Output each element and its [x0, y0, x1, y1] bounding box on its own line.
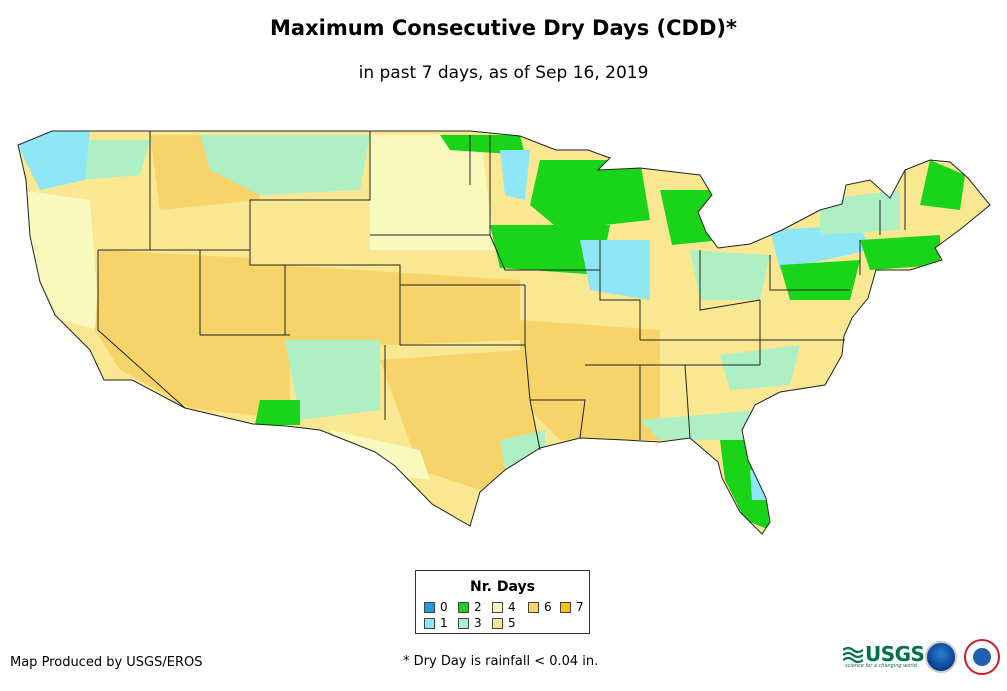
legend-swatch-5	[492, 618, 503, 629]
legend-label-1: 1	[440, 616, 448, 630]
usgs-logo-text: USGS	[865, 642, 925, 666]
legend-swatch-1	[424, 618, 435, 629]
legend-swatch-2	[458, 602, 469, 613]
usgs-logo-icon: USGS science for a changing world	[843, 641, 925, 671]
legend-swatch-6	[528, 602, 539, 613]
state-boundaries	[17, 130, 991, 535]
legend-label-3: 3	[474, 616, 482, 630]
map-subtitle: in past 7 days, as of Sep 16, 2019	[358, 63, 649, 83]
legend-title: Nr. Days	[470, 579, 535, 595]
footnote-text: * Dry Day is rainfall < 0.04 in.	[403, 654, 599, 669]
legend-label-7: 7	[576, 600, 584, 614]
map-title: Maximum Consecutive Dry Days (CDD)*	[270, 16, 737, 40]
legend-label-0: 0	[440, 600, 448, 614]
nws-logo-icon	[964, 639, 1000, 675]
usgs-tagline: science for a changing world	[845, 663, 917, 669]
legend-label-5: 5	[508, 616, 516, 630]
credit-text: Map Produced by USGS/EROS	[10, 655, 203, 670]
legend-swatch-3	[458, 618, 469, 629]
legend: Nr. Days 0 1 2 3 4 5 6 7	[415, 570, 590, 634]
legend-label-4: 4	[508, 600, 516, 614]
legend-swatch-4	[492, 602, 503, 613]
usgs-wave-icon	[843, 646, 863, 664]
legend-swatch-7	[560, 602, 571, 613]
legend-label-2: 2	[474, 600, 482, 614]
legend-swatch-0	[424, 602, 435, 613]
legend-label-6: 6	[544, 600, 552, 614]
noaa-logo-icon	[925, 641, 957, 673]
dry-days-raster	[18, 131, 990, 534]
